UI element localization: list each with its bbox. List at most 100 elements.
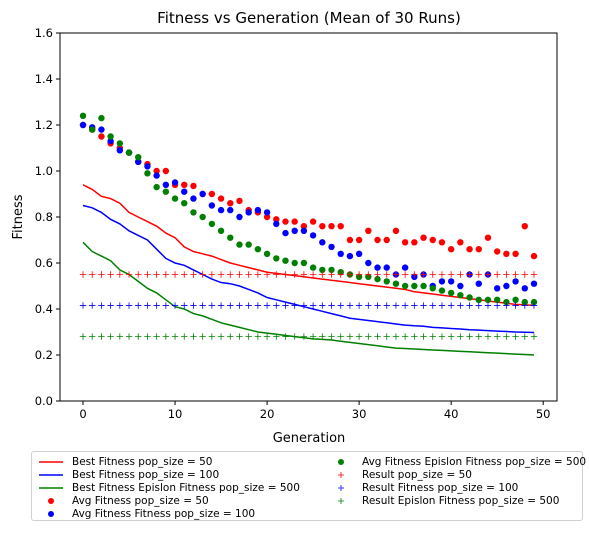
result-marker bbox=[227, 333, 234, 340]
result-marker bbox=[503, 333, 510, 340]
data-point bbox=[475, 246, 482, 253]
result-marker bbox=[162, 302, 170, 309]
axis-ticks: 0 10 20 30 40 50 0.0 0.2 0.4 0.6 0.8 1.0 1.2 1.4 1.6 bbox=[35, 26, 551, 421]
result-marker bbox=[144, 302, 151, 309]
result-marker bbox=[300, 333, 308, 340]
result-marker bbox=[401, 271, 409, 278]
result-marker bbox=[282, 271, 289, 278]
result-marker bbox=[429, 271, 436, 278]
result-marker bbox=[300, 271, 308, 278]
y-tick-label: 0.8 bbox=[35, 210, 53, 224]
result-marker bbox=[125, 302, 133, 309]
result-marker bbox=[153, 271, 160, 278]
result-marker bbox=[466, 333, 473, 340]
result-marker bbox=[236, 302, 243, 309]
result-marker bbox=[181, 271, 188, 278]
result-marker bbox=[420, 302, 427, 309]
legend-label: Avg Fitness Epislon Fitness pop_size = 5… bbox=[362, 456, 587, 468]
result-marker bbox=[199, 302, 206, 309]
data-point bbox=[227, 206, 234, 214]
result-marker bbox=[475, 333, 482, 340]
result-marker bbox=[328, 333, 335, 340]
data-point bbox=[401, 264, 409, 271]
result-marker bbox=[337, 302, 344, 309]
data-point bbox=[337, 250, 344, 257]
result-marker bbox=[319, 333, 326, 340]
data-point bbox=[457, 292, 464, 299]
data-point bbox=[420, 234, 427, 241]
data-point bbox=[79, 121, 87, 129]
result-marker bbox=[208, 333, 216, 340]
series-4 bbox=[79, 121, 538, 292]
y-tick-label: 1.4 bbox=[35, 72, 53, 86]
x-tick-label: 40 bbox=[444, 407, 459, 421]
result-marker bbox=[199, 333, 206, 340]
data-point bbox=[512, 278, 519, 285]
data-point bbox=[401, 239, 409, 246]
data-point bbox=[116, 147, 124, 154]
result-marker bbox=[263, 333, 271, 340]
result-marker bbox=[503, 302, 510, 309]
result-marker bbox=[190, 302, 197, 309]
data-point bbox=[144, 170, 151, 177]
legend-swatch bbox=[38, 482, 64, 494]
data-point bbox=[438, 239, 446, 246]
result-marker bbox=[457, 271, 464, 278]
result-marker bbox=[171, 302, 179, 309]
data-point bbox=[282, 218, 289, 225]
legend-label: Avg Fitness Fitness pop_size = 100 bbox=[72, 508, 256, 520]
x-tick-label: 30 bbox=[352, 407, 367, 421]
result-marker bbox=[236, 271, 243, 278]
data-point bbox=[447, 289, 455, 297]
legend-label: Best Fitness pop_size = 100 bbox=[72, 469, 220, 481]
result-marker bbox=[153, 302, 160, 309]
data-point bbox=[392, 227, 400, 234]
data-point bbox=[236, 213, 243, 221]
data-point bbox=[107, 133, 114, 140]
data-point bbox=[181, 181, 188, 188]
result-marker bbox=[89, 333, 96, 340]
data-point bbox=[291, 259, 298, 267]
result-marker bbox=[411, 333, 418, 340]
data-point bbox=[383, 264, 390, 271]
result-marker bbox=[447, 302, 455, 309]
result-marker bbox=[392, 302, 400, 309]
data-point bbox=[346, 252, 354, 260]
legend-item: Best Fitness Epislon Fitness pop_size = … bbox=[38, 480, 300, 496]
result-marker bbox=[125, 271, 133, 278]
legend-swatch bbox=[328, 469, 354, 481]
result-marker bbox=[420, 271, 427, 278]
result-marker bbox=[309, 271, 317, 278]
data-point bbox=[530, 280, 538, 287]
result-marker bbox=[254, 271, 262, 278]
data-point bbox=[236, 241, 243, 248]
result-marker bbox=[125, 333, 133, 340]
result-marker bbox=[401, 302, 409, 309]
data-point bbox=[227, 200, 234, 207]
data-point bbox=[153, 167, 160, 175]
data-point bbox=[374, 275, 381, 283]
result-marker bbox=[319, 271, 326, 278]
result-marker bbox=[493, 333, 501, 340]
result-marker bbox=[328, 302, 335, 309]
chart-title: Fitness vs Generation (Mean of 30 Runs) bbox=[157, 9, 461, 27]
result-marker bbox=[411, 271, 418, 278]
result-marker bbox=[263, 271, 271, 278]
result-marker bbox=[521, 333, 528, 340]
data-point bbox=[530, 252, 538, 260]
y-axis-label: Fitness bbox=[11, 194, 26, 239]
result-marker bbox=[135, 333, 142, 340]
result-marker bbox=[512, 302, 519, 309]
result-marker bbox=[254, 302, 262, 309]
result-marker bbox=[346, 302, 354, 309]
legend-item: Result Epislon Fitness pop_size = 500 bbox=[328, 493, 559, 509]
data-point bbox=[530, 298, 538, 306]
legend-item: Result pop_size = 50 bbox=[328, 467, 472, 483]
data-point bbox=[328, 223, 335, 230]
data-point bbox=[245, 241, 252, 248]
data-point bbox=[190, 182, 197, 190]
data-point bbox=[208, 220, 216, 228]
data-point bbox=[107, 137, 114, 145]
series-6 bbox=[79, 271, 538, 278]
result-marker bbox=[429, 333, 436, 340]
